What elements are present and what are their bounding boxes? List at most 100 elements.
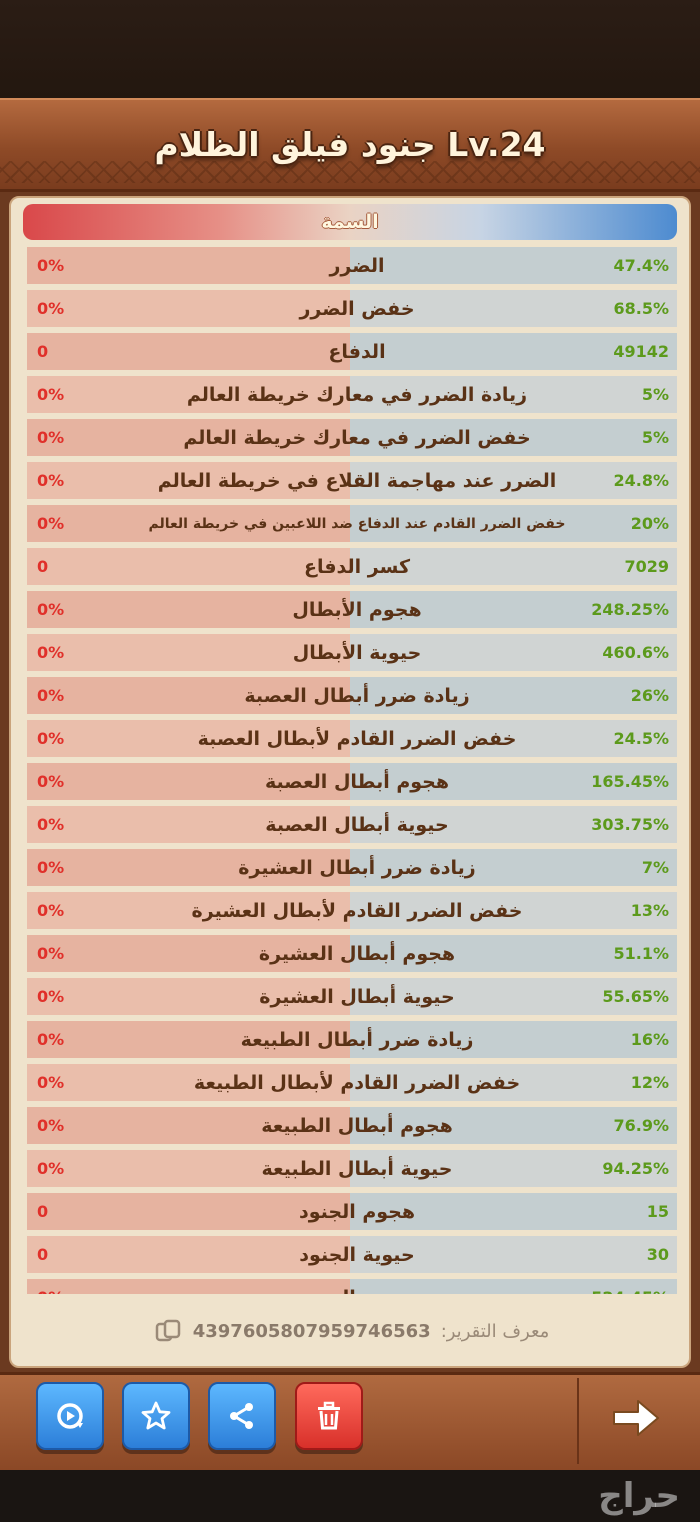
star-icon (141, 1401, 171, 1430)
row-right-bg (350, 1021, 677, 1058)
left-value: 0% (37, 858, 65, 877)
attribute-header: السمة (23, 204, 677, 240)
row-left-bg (27, 419, 350, 456)
left-value: 0% (37, 385, 65, 404)
trash-icon (318, 1401, 340, 1430)
attribute-label: زيادة الضرر في معارك خريطة العالم (186, 383, 528, 406)
attribute-label: حيوية أبطال العشيرة (259, 985, 455, 1008)
right-value: 5% (641, 385, 669, 404)
stats-table[interactable]: 0% الضرر 47.4% 0% خفض الضرر 68.5% 0 الدفاع 49142… (27, 244, 677, 1294)
row-right-bg (350, 978, 677, 1015)
share-icon (230, 1403, 253, 1429)
attribute-label: حيوية الأبطال (292, 641, 422, 664)
attribute-label: حيوية الجنود (299, 1243, 415, 1266)
table-row: 0% هجوم أبطال العصبة 165.45% (27, 760, 677, 803)
row-right-bg (350, 1107, 677, 1144)
row-right-bg (350, 634, 677, 671)
table-row: 0% خفض الضرر القادم لأبطال العصبة 24.5% (27, 717, 677, 760)
row-left-bg (27, 892, 350, 929)
table-row: 0% حيوية أبطال العصبة 303.75% (27, 803, 677, 846)
toolbar-divider (577, 1378, 579, 1464)
left-value: 0% (37, 944, 65, 963)
next-button[interactable] (604, 1390, 668, 1446)
row-left-bg (27, 591, 350, 628)
row-right-bg (350, 419, 677, 456)
right-value: 16% (630, 1030, 669, 1049)
row-left-bg (27, 1064, 350, 1101)
right-value: 5% (641, 428, 669, 447)
left-value: 0% (37, 428, 65, 447)
delete-button[interactable] (295, 1382, 363, 1450)
left-value: 0 (37, 557, 49, 576)
row-right-bg (350, 1193, 677, 1230)
row-left-bg (27, 1021, 350, 1058)
copy-icon[interactable] (155, 1319, 183, 1343)
row-left-bg (27, 1150, 350, 1187)
left-value: 0% (37, 1276, 64, 1294)
row-right-bg (350, 720, 677, 757)
report-id-value: 4397605807959746563 (192, 1320, 431, 1342)
attribute-label: هجوم الجنود (298, 1200, 416, 1223)
attribute-label: خفض الضرر القادم لأبطال الطبيعة (193, 1071, 521, 1094)
table-row: 0% خفض الضرر القادم لأبطال العشيرة 13% (27, 889, 677, 932)
share-button[interactable] (208, 1382, 276, 1450)
right-value: 30 (646, 1245, 669, 1264)
replay-button[interactable] (36, 1382, 104, 1450)
row-left-bg (27, 333, 350, 370)
row-left-bg (27, 290, 350, 327)
table-row: 0% خفض الضرر 68.5% (27, 287, 677, 330)
left-value: 0% (37, 901, 65, 920)
page-title: Lv.24 جنود فيلق الظلام (154, 125, 546, 164)
left-value: 0% (37, 772, 65, 791)
row-right-bg (350, 247, 677, 284)
attribute-label: الضرر (329, 254, 385, 277)
header-pattern (0, 161, 700, 183)
right-value: 524.45% (591, 1276, 669, 1294)
row-left-bg (27, 935, 350, 972)
row-right-bg (350, 548, 677, 585)
left-value: 0% (37, 600, 65, 619)
attribute-label: حيوية أبطال الطبيعة (261, 1157, 453, 1180)
row-left-bg (27, 462, 350, 499)
table-row: 0 الدفاع 49142 (27, 330, 677, 373)
left-value: 0% (37, 1073, 65, 1092)
attribute-label: خفض الضرر القادم لأبطال العصبة (197, 727, 517, 750)
row-right-bg (350, 462, 677, 499)
row-right-bg (350, 1236, 677, 1273)
right-value: 51.1% (613, 944, 669, 963)
report-id-row: معرف التقرير: 4397605807959746563 (11, 1308, 689, 1354)
right-value: 76.9% (613, 1116, 669, 1135)
row-right-bg (350, 677, 677, 714)
row-right-bg (350, 935, 677, 972)
attribute-label: زيادة ضرر أبطال العصبة (244, 684, 470, 707)
report-id-label: معرف التقرير: (440, 1320, 550, 1342)
row-left-bg (27, 634, 350, 671)
row-left-bg (27, 720, 350, 757)
row-left-bg (27, 376, 350, 413)
right-value: 13% (630, 901, 669, 920)
header: Lv.24 جنود فيلق الظلام (0, 98, 700, 192)
row-right-bg (350, 333, 677, 370)
table-row: 0% زيادة الضرر في معارك خريطة العالم 5% (27, 373, 677, 416)
left-value: 0% (37, 729, 65, 748)
replay-icon (57, 1403, 83, 1429)
right-value: 94.25% (602, 1159, 669, 1178)
row-left-bg (27, 1279, 350, 1294)
table-row: 0% خفض الضرر في معارك خريطة العالم 5% (27, 416, 677, 459)
attribute-label: زيادة ضرر أبطال الطبيعة (240, 1028, 474, 1051)
table-row: 0% الضرر عند مهاجمة القلاع في خريطة العال… (27, 459, 677, 502)
attribute-label: هجوم الجنود (147, 1276, 567, 1295)
favorite-button[interactable] (122, 1382, 190, 1450)
table-row: 0% خفض الضرر القادم لأبطال الطبيعة 12% (27, 1061, 677, 1104)
table-row: 0% هجوم أبطال العشيرة 51.1% (27, 932, 677, 975)
right-value: 26% (630, 686, 669, 705)
attribute-label: خفض الضرر القادم لأبطال العشيرة (191, 899, 523, 922)
left-value: 0% (37, 514, 65, 533)
table-row: 0% هجوم أبطال الطبيعة 76.9% (27, 1104, 677, 1147)
row-right-bg (350, 505, 677, 542)
attribute-label: خفض الضرر (299, 297, 415, 320)
watermark-logo: حراج (598, 1476, 680, 1516)
left-value: 0% (37, 643, 65, 662)
attribute-label: زيادة ضرر أبطال العشيرة (238, 856, 476, 879)
right-value: 460.6% (602, 643, 669, 662)
